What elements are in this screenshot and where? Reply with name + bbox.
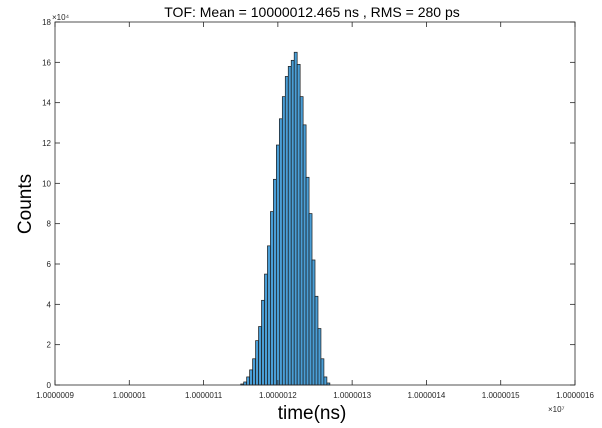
y-tick-label: 2: [47, 341, 52, 350]
histogram-bar: [311, 259, 316, 386]
histogram-bar: [284, 76, 289, 386]
x-tick-label: 1.0000016: [556, 391, 594, 400]
y-tick-label: 4: [47, 300, 52, 309]
axes-group: 1.0000009 1.000001 1.0000011 1.0000012 1.000…: [36, 18, 594, 400]
y-tick-label: 6: [47, 260, 52, 269]
x-tick-label: 1.000001: [113, 391, 147, 400]
y-tick-label: 14: [42, 99, 51, 108]
histogram-bar: [270, 211, 274, 386]
histogram-bar: [293, 51, 298, 386]
x-tick-label: 1.0000013: [333, 391, 371, 400]
y-axis-label: Counts: [15, 174, 36, 234]
histogram-bar: [246, 376, 250, 386]
histogram-bar: [264, 273, 268, 386]
histogram-bar: [308, 213, 313, 386]
histogram-bar: [243, 381, 248, 386]
x-tick-label: 1.0000014: [408, 391, 446, 400]
histogram-bar: [296, 63, 301, 386]
histogram-bar: [317, 328, 322, 386]
histogram-bar: [320, 358, 325, 386]
x-tick-label: 1.0000012: [259, 391, 297, 400]
histogram-bar: [258, 326, 262, 386]
histogram-bar: [267, 245, 271, 386]
histogram-bar: [249, 369, 253, 386]
y-tick-label: 18: [42, 18, 51, 27]
x-tick-label: 1.0000015: [482, 391, 520, 400]
histogram-bar: [255, 340, 259, 386]
x-axis-label: time(ns): [278, 403, 347, 424]
histogram-bar: [305, 176, 310, 386]
histogram-bar: [287, 66, 292, 386]
y-tick-label: 0: [47, 381, 52, 390]
x-tick-label: 1.0000009: [36, 391, 74, 400]
histogram-bar: [273, 178, 277, 386]
histogram-bar: [278, 118, 283, 386]
histogram-bar: [261, 299, 265, 386]
histogram-bar: [323, 376, 328, 386]
plot-frame: [54, 21, 576, 386]
histogram-bar: [252, 358, 256, 386]
histogram-bar: [290, 59, 295, 386]
histogram-bar: [276, 144, 280, 386]
y-tick-label: 8: [47, 220, 52, 229]
histogram-bar: [302, 124, 307, 386]
y-tick-label: 12: [42, 139, 51, 148]
histogram-bar: [299, 96, 304, 386]
y-tick-label: 10: [42, 179, 51, 188]
y-tick-label: 16: [42, 58, 51, 67]
chart-title: TOF: Mean = 10000012.465 ns , RMS = 280 …: [164, 4, 459, 20]
histogram-bar: [281, 96, 286, 386]
x-tick-label: 1.0000011: [185, 391, 223, 400]
y-axis-multiplier: ×10⁴: [52, 13, 70, 22]
histogram-bar: [314, 295, 319, 386]
x-axis-multiplier: ×10⁷: [548, 405, 565, 414]
bars-group: [240, 51, 331, 386]
